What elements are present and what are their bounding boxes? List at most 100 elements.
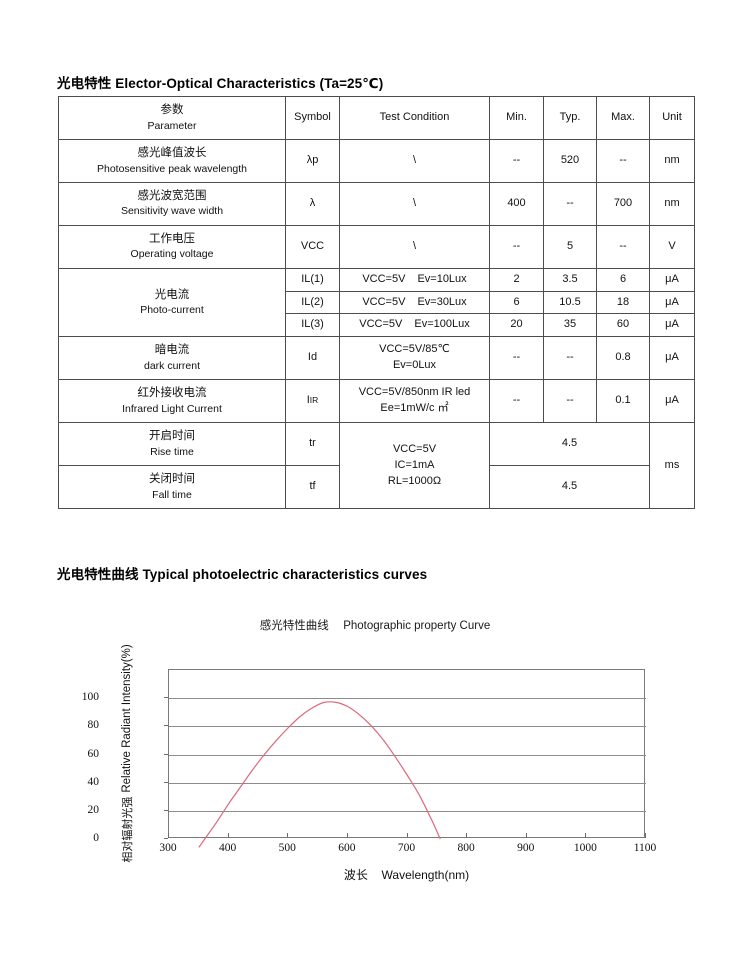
row-parameter-en: Photo-current xyxy=(140,304,204,317)
chart-x-tick-mark xyxy=(585,833,587,838)
row-typ: 3.5 xyxy=(543,267,597,292)
row-parameter: 红外接收电流 Infrared Light Current xyxy=(58,379,286,424)
row-symbol: tf xyxy=(285,465,340,509)
chart-x-tick-mark xyxy=(525,833,527,838)
row-max: 60 xyxy=(596,313,650,338)
table-row: 感光波宽范围 Sensitivity wave width λ \ 400 --… xyxy=(58,181,695,226)
chart-x-tick-mark xyxy=(168,833,169,838)
table-row: 开启时间 Rise time tr VCC=5V IC=1mA RL=1000Ω… xyxy=(58,422,695,509)
chart-x-tick-label: 700 xyxy=(397,842,416,854)
chart-plot-wrapper xyxy=(168,669,646,848)
header-parameter: 参数 Parameter xyxy=(58,96,286,140)
chart-curve-svg xyxy=(198,701,441,848)
row-condition: VCC=5V Ev=100Lux xyxy=(339,313,490,338)
chart-y-axis-title: 相对辐射光强 Relative Radiant Intensity(%) xyxy=(103,644,151,862)
chart-x-axis-title-cn: 波长 xyxy=(343,868,368,882)
row-unit: μA xyxy=(649,267,695,292)
row-condition: VCC=5V IC=1mA RL=1000Ω xyxy=(339,422,490,509)
chart-x-tick-label: 1100 xyxy=(633,842,657,854)
row-max: 6 xyxy=(596,267,650,292)
row-parameter: 感光波宽范围 Sensitivity wave width xyxy=(58,181,286,226)
chart-y-tick-mark xyxy=(164,753,168,755)
chart-title-cn: 感光特性曲线 xyxy=(259,620,329,632)
row-max: -- xyxy=(596,224,650,269)
row-typ: 5 xyxy=(543,224,597,269)
row-condition-line2: Ee=1mW/c ㎡ xyxy=(380,402,449,415)
row-unit: μA xyxy=(649,313,695,338)
row-condition-line1: VCC=5V xyxy=(392,442,437,455)
row-parameter-en: Operating voltage xyxy=(130,248,214,261)
row-condition: VCC=5V Ev=30Lux xyxy=(339,290,490,315)
chart-x-tick-label: 800 xyxy=(457,842,475,854)
chart-y-tick-mark xyxy=(164,809,168,811)
chart-y-tick-label: 80 xyxy=(87,719,100,732)
chart-y-tick-mark xyxy=(164,725,168,727)
row-unit: μA xyxy=(649,290,695,315)
header-unit: Unit xyxy=(649,96,695,140)
chart-gridline xyxy=(169,754,646,756)
row-symbol: IL(1) xyxy=(285,267,340,292)
row-max: -- xyxy=(596,138,650,183)
row-min: -- xyxy=(489,379,544,424)
table-header-row: 参数 Parameter Symbol Test Condition Min. … xyxy=(58,96,695,140)
row-min: -- xyxy=(489,336,544,381)
row-symbol: Id xyxy=(285,336,340,381)
row-value: 4.5 xyxy=(489,422,650,467)
section-heading-electro-optical: 光电特性 Elector-Optical Characteristics (Ta… xyxy=(57,76,384,91)
row-condition-a: VCC=5V xyxy=(362,295,406,308)
row-parameter-cn: 暗电流 xyxy=(154,344,190,357)
chart-gridline xyxy=(169,726,646,728)
row-condition-a: VCC=5V xyxy=(359,318,403,331)
chart-y-tick-label: 60 xyxy=(87,747,100,760)
row-symbol: tr xyxy=(285,422,340,467)
row-min: -- xyxy=(489,138,544,183)
table-row: 红外接收电流 Infrared Light Current IIR VCC=5V… xyxy=(58,379,695,424)
table-row: 感光峰值波长 Photosensitive peak wavelength λp… xyxy=(58,138,695,183)
row-condition-b: Ev=100Lux xyxy=(414,318,470,331)
row-parameter-en: Fall time xyxy=(152,488,192,501)
row-symbol-main: I xyxy=(306,394,310,407)
row-parameter-cn: 红外接收电流 xyxy=(137,387,207,400)
row-max: 0.1 xyxy=(596,379,650,424)
row-parameter-cn: 开启时间 xyxy=(149,430,195,443)
row-parameter-en: Photosensitive peak wavelength xyxy=(96,162,247,175)
row-parameter-en: Sensitivity wave width xyxy=(120,205,224,218)
row-condition-line2: Ev=0Lux xyxy=(392,359,437,372)
row-typ: 35 xyxy=(543,313,597,338)
chart-gridline xyxy=(169,698,646,700)
row-symbol: IL(3) xyxy=(285,313,340,338)
chart-y-tick-mark xyxy=(164,781,168,783)
table-row: 关闭时间 Fall time tf 4.5 xyxy=(58,465,695,509)
table-row: 工作电压 Operating voltage VCC \ -- 5 -- V xyxy=(58,224,695,269)
row-parameter-cn: 关闭时间 xyxy=(149,473,195,486)
row-symbol-sub: IR xyxy=(309,395,319,406)
row-condition-a: VCC=5V xyxy=(362,272,406,285)
row-condition-line3: RL=1000Ω xyxy=(387,474,442,487)
row-condition-line1: VCC=5V/85℃ xyxy=(379,343,450,356)
table-row: 光电流 Photo-current IL(1) VCC=5V Ev=10Lux 2… xyxy=(58,267,695,338)
row-condition: \ xyxy=(339,181,490,226)
chart-y-tick-label: 100 xyxy=(81,691,99,704)
header-parameter-cn: 参数 xyxy=(160,104,184,116)
row-unit: V xyxy=(649,224,695,269)
chart-y-tick-mark xyxy=(164,697,168,699)
row-max: 700 xyxy=(596,181,650,226)
section-heading-typical-curves: 光电特性曲线 Typical photoelectric characteris… xyxy=(57,567,428,582)
chart-x-tick-mark xyxy=(346,833,348,838)
header-symbol: Symbol xyxy=(285,96,340,140)
row-parameter: 光电流 Photo-current xyxy=(58,267,286,338)
row-condition: \ xyxy=(339,224,490,269)
table-row: IL(3) VCC=5V Ev=100Lux 20 35 60 μA xyxy=(59,313,695,338)
row-unit: ms xyxy=(649,422,695,509)
row-condition-b: Ev=30Lux xyxy=(417,295,467,308)
chart-x-tick-mark xyxy=(227,833,229,838)
row-parameter: 开启时间 Rise time xyxy=(58,422,286,467)
row-min: 20 xyxy=(489,313,544,338)
photographic-property-chart: 感光特性曲线 Photographic property Curve 相对辐射光… xyxy=(0,608,750,918)
chart-x-tick-mark xyxy=(645,833,646,838)
row-condition: \ xyxy=(339,138,490,183)
header-max: Max. xyxy=(596,96,650,140)
table-row: IL(2) VCC=5V Ev=30Lux 6 10.5 18 μA xyxy=(59,290,695,315)
row-typ: -- xyxy=(543,379,597,424)
row-condition-line1: VCC=5V/850nm IR led xyxy=(358,386,471,399)
